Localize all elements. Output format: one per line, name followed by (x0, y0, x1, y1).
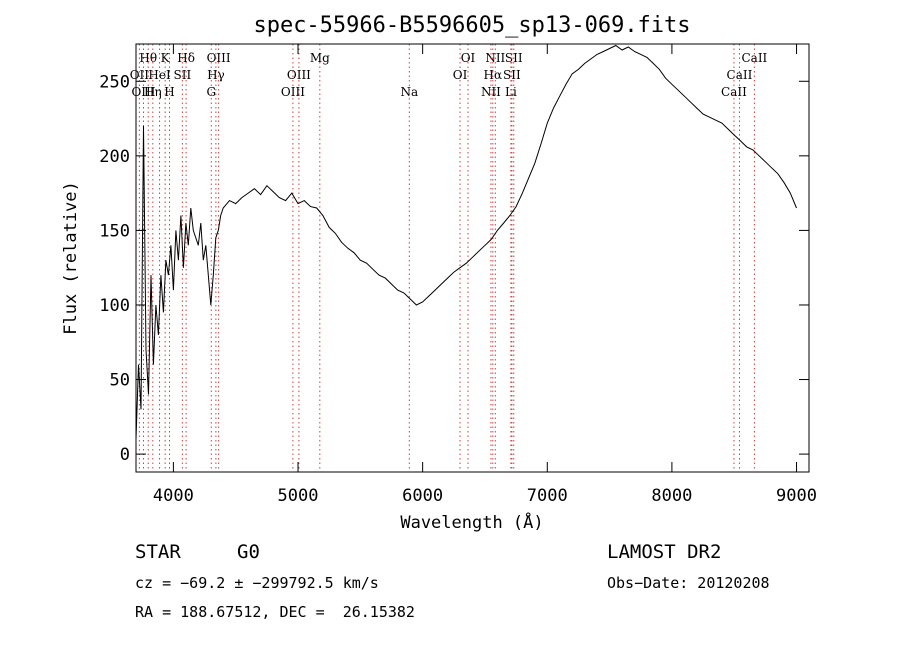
x-axis-label: Wavelength (Å) (400, 511, 543, 533)
line-marker-label: Hα (484, 68, 503, 82)
line-marker-label: H (164, 85, 174, 99)
coordinates-text: RA = 188.67512, DEC = 26.15382 (135, 603, 415, 621)
plot-frame (135, 43, 810, 473)
x-tick-label: 7000 (527, 486, 568, 506)
line-marker-label: Hγ (207, 68, 225, 82)
line-marker-label: SII (505, 51, 523, 65)
line-marker-label: OIII (131, 85, 155, 99)
line-marker-label: CaII (721, 85, 747, 99)
obs-date: Obs−Date: 20120208 (607, 574, 770, 592)
y-tick-label: 200 (99, 147, 130, 167)
x-tick-label: 6000 (402, 486, 443, 506)
line-marker-label: NII (485, 51, 505, 65)
line-marker-label: OII (130, 68, 150, 82)
line-marker-label: OIII (287, 68, 311, 82)
x-tick-label: 8000 (651, 486, 692, 506)
line-marker-label: Mg (310, 51, 330, 65)
line-marker-label: G (206, 85, 216, 99)
line-marker-label: NII (481, 85, 501, 99)
object-subclass: G0 (237, 541, 260, 563)
survey-name: LAMOST DR2 (607, 541, 722, 563)
x-tick-label: 9000 (776, 486, 817, 506)
y-tick-label: 250 (99, 72, 130, 92)
object-class: STAR (135, 541, 181, 563)
line-marker-label: OIII (281, 85, 305, 99)
y-tick-label: 150 (99, 221, 130, 241)
y-tick-label: 0 (120, 445, 130, 465)
chart-title: spec-55966-B5596605_sp13-069.fits (253, 13, 690, 38)
line-marker-label: CaII (727, 68, 753, 82)
spectrum-line (135, 44, 797, 440)
line-marker-label: Hθ (139, 51, 157, 65)
line-marker-label: OI (453, 68, 468, 82)
y-tick-label: 50 (110, 371, 130, 391)
line-marker-label: SII (174, 68, 192, 82)
x-axis-ticks: 4000 5000 6000 7000 8000 9000 (153, 44, 817, 506)
line-marker-label: Na (400, 85, 418, 99)
line-marker-label: Hδ (177, 51, 195, 65)
line-marker-label: OIII (207, 51, 231, 65)
x-tick-label: 5000 (278, 486, 319, 506)
line-marker-label: OI (461, 51, 476, 65)
y-tick-label: 100 (99, 296, 130, 316)
line-marker-label: HeI (148, 68, 171, 82)
y-axis-label: Flux (relative) (61, 181, 81, 335)
y-axis-ticks: 0 50 100 150 200 250 (99, 72, 809, 465)
redshift-text: cz = −69.2 ± −299792.5 km/s (135, 574, 379, 592)
line-marker-label: Li (505, 85, 517, 99)
line-marker-label: SII (503, 68, 521, 82)
line-marker-label: CaII (741, 51, 767, 65)
x-tick-label: 4000 (153, 486, 194, 506)
line-marker-label: K (161, 51, 171, 65)
line-marker-label: Hη (144, 85, 162, 99)
